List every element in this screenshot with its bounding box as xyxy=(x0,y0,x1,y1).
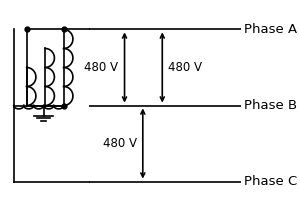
Text: Phase A: Phase A xyxy=(244,23,297,36)
Text: Phase B: Phase B xyxy=(244,99,297,112)
Text: Phase C: Phase C xyxy=(244,175,297,188)
Text: 480 V: 480 V xyxy=(84,61,118,74)
Text: 480 V: 480 V xyxy=(103,137,137,150)
Text: 480 V: 480 V xyxy=(168,61,202,74)
